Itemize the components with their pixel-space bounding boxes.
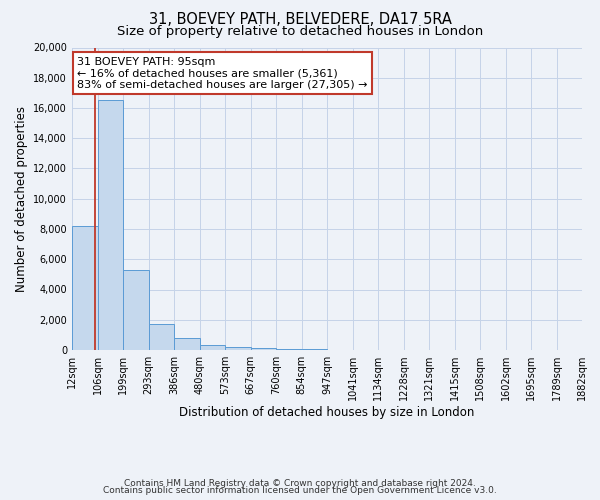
X-axis label: Distribution of detached houses by size in London: Distribution of detached houses by size … [179,406,475,419]
Y-axis label: Number of detached properties: Number of detached properties [15,106,28,292]
Bar [302,349,327,350]
Bar [149,324,174,350]
Bar [225,347,251,350]
Text: 31, BOEVEY PATH, BELVEDERE, DA17 5RA: 31, BOEVEY PATH, BELVEDERE, DA17 5RA [149,12,451,28]
Text: Contains HM Land Registry data © Crown copyright and database right 2024.: Contains HM Land Registry data © Crown c… [124,478,476,488]
Bar [123,270,149,350]
Bar [276,349,302,350]
Text: Size of property relative to detached houses in London: Size of property relative to detached ho… [117,25,483,38]
Bar [251,348,276,350]
Bar [174,338,200,350]
Text: Contains public sector information licensed under the Open Government Licence v3: Contains public sector information licen… [103,486,497,495]
Bar [200,346,225,350]
Text: 31 BOEVEY PATH: 95sqm
← 16% of detached houses are smaller (5,361)
83% of semi-d: 31 BOEVEY PATH: 95sqm ← 16% of detached … [77,56,368,90]
Bar [72,226,98,350]
Bar [98,100,123,350]
